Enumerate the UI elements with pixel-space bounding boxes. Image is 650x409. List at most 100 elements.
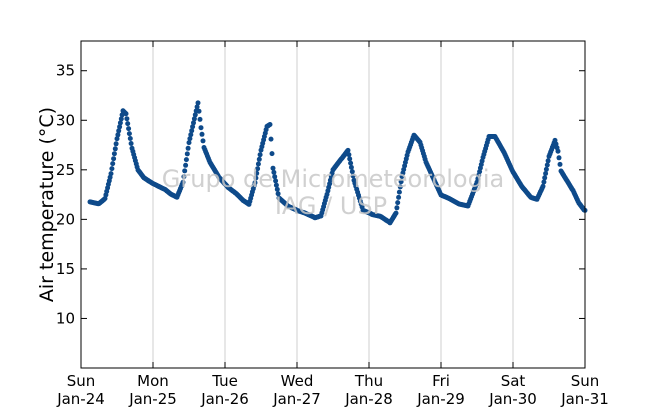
data-point: [273, 182, 279, 188]
data-point: [275, 191, 281, 197]
data-point: [126, 126, 132, 132]
data-point: [189, 128, 195, 134]
data-point: [544, 162, 550, 168]
data-point: [256, 156, 262, 162]
data-point: [182, 168, 188, 174]
data-point: [190, 124, 196, 130]
axes-frame: [80, 40, 586, 369]
data-point: [191, 120, 196, 126]
data-point: [545, 158, 551, 164]
watermark-line-2: IAG / USP: [275, 192, 387, 220]
x-tick-day: Sat: [501, 372, 526, 390]
x-tick-date: Jan-24: [56, 390, 105, 408]
data-point: [128, 141, 134, 146]
data-point: [112, 146, 118, 152]
data-point: [255, 161, 261, 167]
x-tick-day: Sun: [571, 372, 600, 390]
data-point: [255, 166, 261, 172]
x-tick-day: Mon: [137, 372, 169, 390]
data-point: [183, 157, 189, 163]
data-point: [541, 179, 547, 185]
data-point: [254, 170, 260, 176]
y-tick-label: 30: [56, 111, 75, 129]
data-point: [268, 136, 274, 142]
data-point: [253, 175, 259, 181]
x-tick-date: Jan-26: [200, 390, 249, 408]
data-point: [197, 116, 203, 122]
y-tick-label: 10: [56, 309, 75, 327]
data-point: [200, 138, 206, 144]
data-point: [269, 151, 275, 157]
data-point: [199, 131, 205, 137]
watermark-line-1: Grupo de Micrometeorologia: [162, 165, 504, 193]
data-point: [113, 141, 119, 147]
data-point: [195, 100, 201, 106]
x-tick-date: Jan-27: [272, 390, 321, 408]
data-point: [542, 175, 548, 181]
data-point: [270, 165, 276, 171]
data-point: [181, 174, 187, 180]
data-point: [271, 169, 277, 175]
data-point: [188, 132, 194, 138]
data-point: [187, 136, 193, 142]
data-point: [124, 116, 130, 122]
data-point: [393, 210, 399, 216]
data-point: [348, 164, 354, 170]
data-point: [196, 108, 202, 114]
x-tick-date: Jan-25: [128, 390, 177, 408]
x-tick-date: Jan-28: [344, 390, 393, 408]
data-point: [252, 180, 258, 186]
data-point: [555, 148, 561, 154]
data-point: [126, 131, 132, 137]
data-point: [395, 200, 401, 206]
data-point: [117, 120, 123, 126]
plot-area: [81, 41, 585, 368]
x-tick-date: Jan-30: [488, 390, 537, 408]
y-tick-label: 35: [56, 62, 75, 80]
data-point: [349, 169, 355, 175]
data-point: [345, 147, 351, 153]
x-tick-day: Wed: [281, 372, 314, 390]
data-point: [397, 184, 403, 190]
y-tick-label: 20: [56, 210, 75, 228]
data-point: [186, 140, 192, 146]
data-point: [396, 194, 402, 200]
data-point: [117, 124, 123, 130]
data-point: [194, 104, 200, 110]
x-tick-day: Tue: [211, 372, 238, 390]
x-tick-date: Jan-31: [560, 390, 609, 408]
data-point: [111, 151, 117, 157]
data-point: [347, 156, 353, 162]
data-point: [540, 183, 546, 189]
data-point: [116, 128, 122, 134]
x-tick-day: Fri: [432, 372, 450, 390]
data-point: [123, 111, 129, 117]
data-point: [274, 186, 280, 192]
data-point: [115, 132, 121, 138]
data-point: [183, 162, 189, 168]
data-point: [127, 136, 133, 141]
data-point: [396, 189, 402, 195]
data-point: [257, 152, 263, 158]
x-tick-day: Thu: [354, 372, 383, 390]
data-point: [543, 166, 549, 172]
data-point: [394, 205, 400, 211]
y-axis-title: Air temperature (°C): [36, 107, 58, 302]
y-tick-label: 15: [56, 260, 75, 278]
data-point: [110, 161, 116, 167]
data-point: [557, 161, 563, 167]
x-tick-day: Sun: [67, 372, 96, 390]
data-point: [348, 160, 354, 166]
data-point: [108, 171, 114, 177]
data-point: [185, 145, 191, 151]
data-point: [118, 116, 124, 122]
data-point: [273, 178, 279, 184]
data-point: [114, 136, 120, 142]
data-point: [543, 171, 549, 176]
x-tick-date: Jan-29: [416, 390, 465, 408]
data-point: [346, 152, 352, 158]
data-point: [556, 155, 562, 161]
data-point: [184, 151, 190, 157]
